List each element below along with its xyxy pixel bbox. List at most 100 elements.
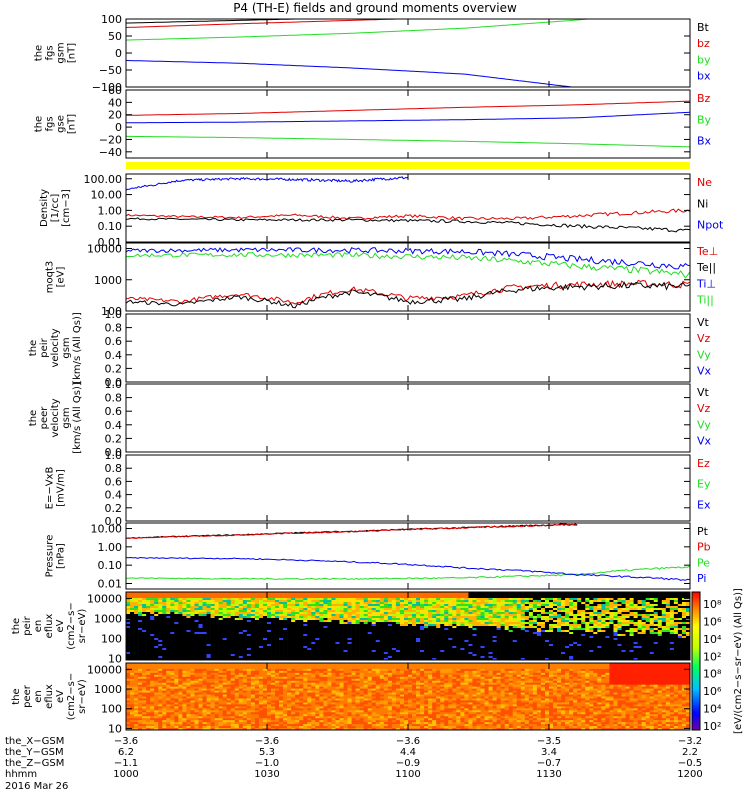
ylabel-line: peer [39,406,50,430]
ylabel-line: [nT] [67,43,78,63]
ylabel-line: Pressure [45,535,56,578]
ytick-label: 0.2 [105,502,123,515]
ylabel-line: the [34,116,45,132]
ylabel-line: the [11,618,22,634]
ylabel-line: (cm2−s− [66,673,77,720]
series-pressure-Pe [125,565,691,580]
legend-temperature-Ti||: Ti|| [696,294,714,307]
colorbar-tick: 10⁶ [703,615,722,628]
series-density-Ni [125,217,691,233]
xaxis-value: 1200 [677,769,702,780]
legend-temperature-Ti⊥: Ti⊥ [696,277,716,290]
ytick-label: −100 [92,81,122,94]
legend-peir_velocity-Vx: Vx [697,365,712,378]
panel-fgs_gsm: the fgs gsm [nT] [34,18,691,88]
ylabel-line: gsm [61,337,72,358]
ylabel-line: [nPa] [56,543,67,569]
ytick-label: 10.00 [91,523,123,536]
xaxis-value: −1.1 [114,758,138,769]
ylabel-line: the [11,688,22,704]
ytick-label: 0.8 [105,462,123,475]
legend-pressure-Pe: Pe [697,556,710,569]
ylabel-line: en [33,690,44,703]
ylabel-line: peer [22,684,33,708]
ylabel-line: gse [56,115,67,133]
ylabel-line: [cm−3] [61,189,72,227]
ylabel-line: eV [55,690,66,703]
series-density-Npot [125,176,409,191]
ytick-label: 40 [108,96,122,109]
panel-frame [125,383,691,453]
ytick-label: 0.10 [98,559,123,572]
ylabel-line: gsm [61,407,72,428]
ytick-label: 1.0 [105,449,123,462]
panel-density: Density [1/cc] [cm−3] [39,173,691,243]
colorbar-tick: 10⁴ [703,633,722,646]
yellow-flag-bar [126,162,690,169]
ytick-label: 10000 [87,243,122,256]
ylabel-line: [1/cc] [50,194,61,223]
ylabel-line: E=−VxB [45,467,56,510]
colorbar-tick: 10⁴ [703,703,722,716]
ytick-label: 0.2 [105,362,123,375]
ytick-label: 0.0 [105,515,123,528]
ylabel-line: gsm [56,42,67,63]
ylabel-line: en [33,620,44,633]
ytick-label: −20 [99,133,122,146]
legend-density-Ne: Ne [697,176,712,189]
xaxis-date: 2016 Mar 26 [5,781,68,792]
colorbar-label: [eV/(cm2−s−sr−eV) (All Qs)] [733,588,744,734]
legend-peer_velocity-Vz: Vz [697,402,711,415]
ytick-label: 0 [115,121,122,134]
ytick-label: 10 [108,722,122,735]
ytick-label: 0.0 [105,376,123,389]
panel-frame [125,89,691,159]
ytick-label: 0.6 [105,475,123,488]
ytick-label: 0 [115,47,122,60]
ytick-label: 0.0 [105,446,123,459]
ylabel-line: eV [55,619,66,632]
legend-peer_velocity-Vy: Vy [697,418,711,431]
ytick-label: 1000 [94,274,122,287]
ytick-label: 100 [101,703,122,716]
legend-pressure-Pi: Pi [697,572,706,585]
legend-pressure-Pt: Pt [697,525,709,538]
legend-fgs_gse-Bx: Bx [697,135,712,148]
ytick-label: 10000 [87,663,122,676]
ytick-label: 1.00 [98,204,123,217]
ylabel-line: [km/s (All Qs)] [72,312,83,384]
xaxis-value: 6.2 [118,747,134,758]
xaxis-value: −1.0 [255,758,279,769]
ytick-label: 0.6 [105,405,123,418]
xaxis-row-label: the_X−GSM [5,736,64,747]
series-fgs_gsm-by [125,18,606,41]
ytick-label: 0.4 [105,489,123,502]
panel-peer_eflux: the peer en eflux eV (cm2−s− sr−eV) [11,662,691,731]
ylabel-line: [km/s (All Qs)] [72,382,83,454]
xaxis-value: 3.4 [541,747,557,758]
series-temperature-Te|| [125,281,691,309]
page-title: P4 (TH-E) fields and ground moments over… [233,1,517,15]
panel-frame [125,454,691,522]
ylabel-line: sr−eV) [77,679,88,714]
legend-pressure-Pb: Pb [697,541,711,554]
ytick-label: −50 [99,64,122,77]
ylabel-line: eflux [44,614,55,639]
ytick-label: 0.01 [98,236,123,249]
ytick-label: 50 [108,30,122,43]
ytick-label: 0.4 [105,419,123,432]
colorbar-tick: 10⁸ [703,598,722,611]
series-fgs_gse-Bz [126,100,691,116]
colorbar-tick: 10⁶ [703,685,722,698]
ytick-label: 100.00 [84,173,123,186]
panel-peir_eflux: the peir en eflux eV (cm2−s− sr−eV) [11,591,691,661]
ylabel-line: fgs [45,45,56,60]
series-pressure-Pi [125,556,691,581]
series-fgs_gse-Bx [126,111,691,124]
ytick-label: 10 [108,652,122,665]
panel-frame [125,173,691,243]
ytick-label: 0.10 [98,220,123,233]
colorbar-tick: 10² [703,720,721,733]
ylabel-line: sr−eV) [77,609,88,644]
